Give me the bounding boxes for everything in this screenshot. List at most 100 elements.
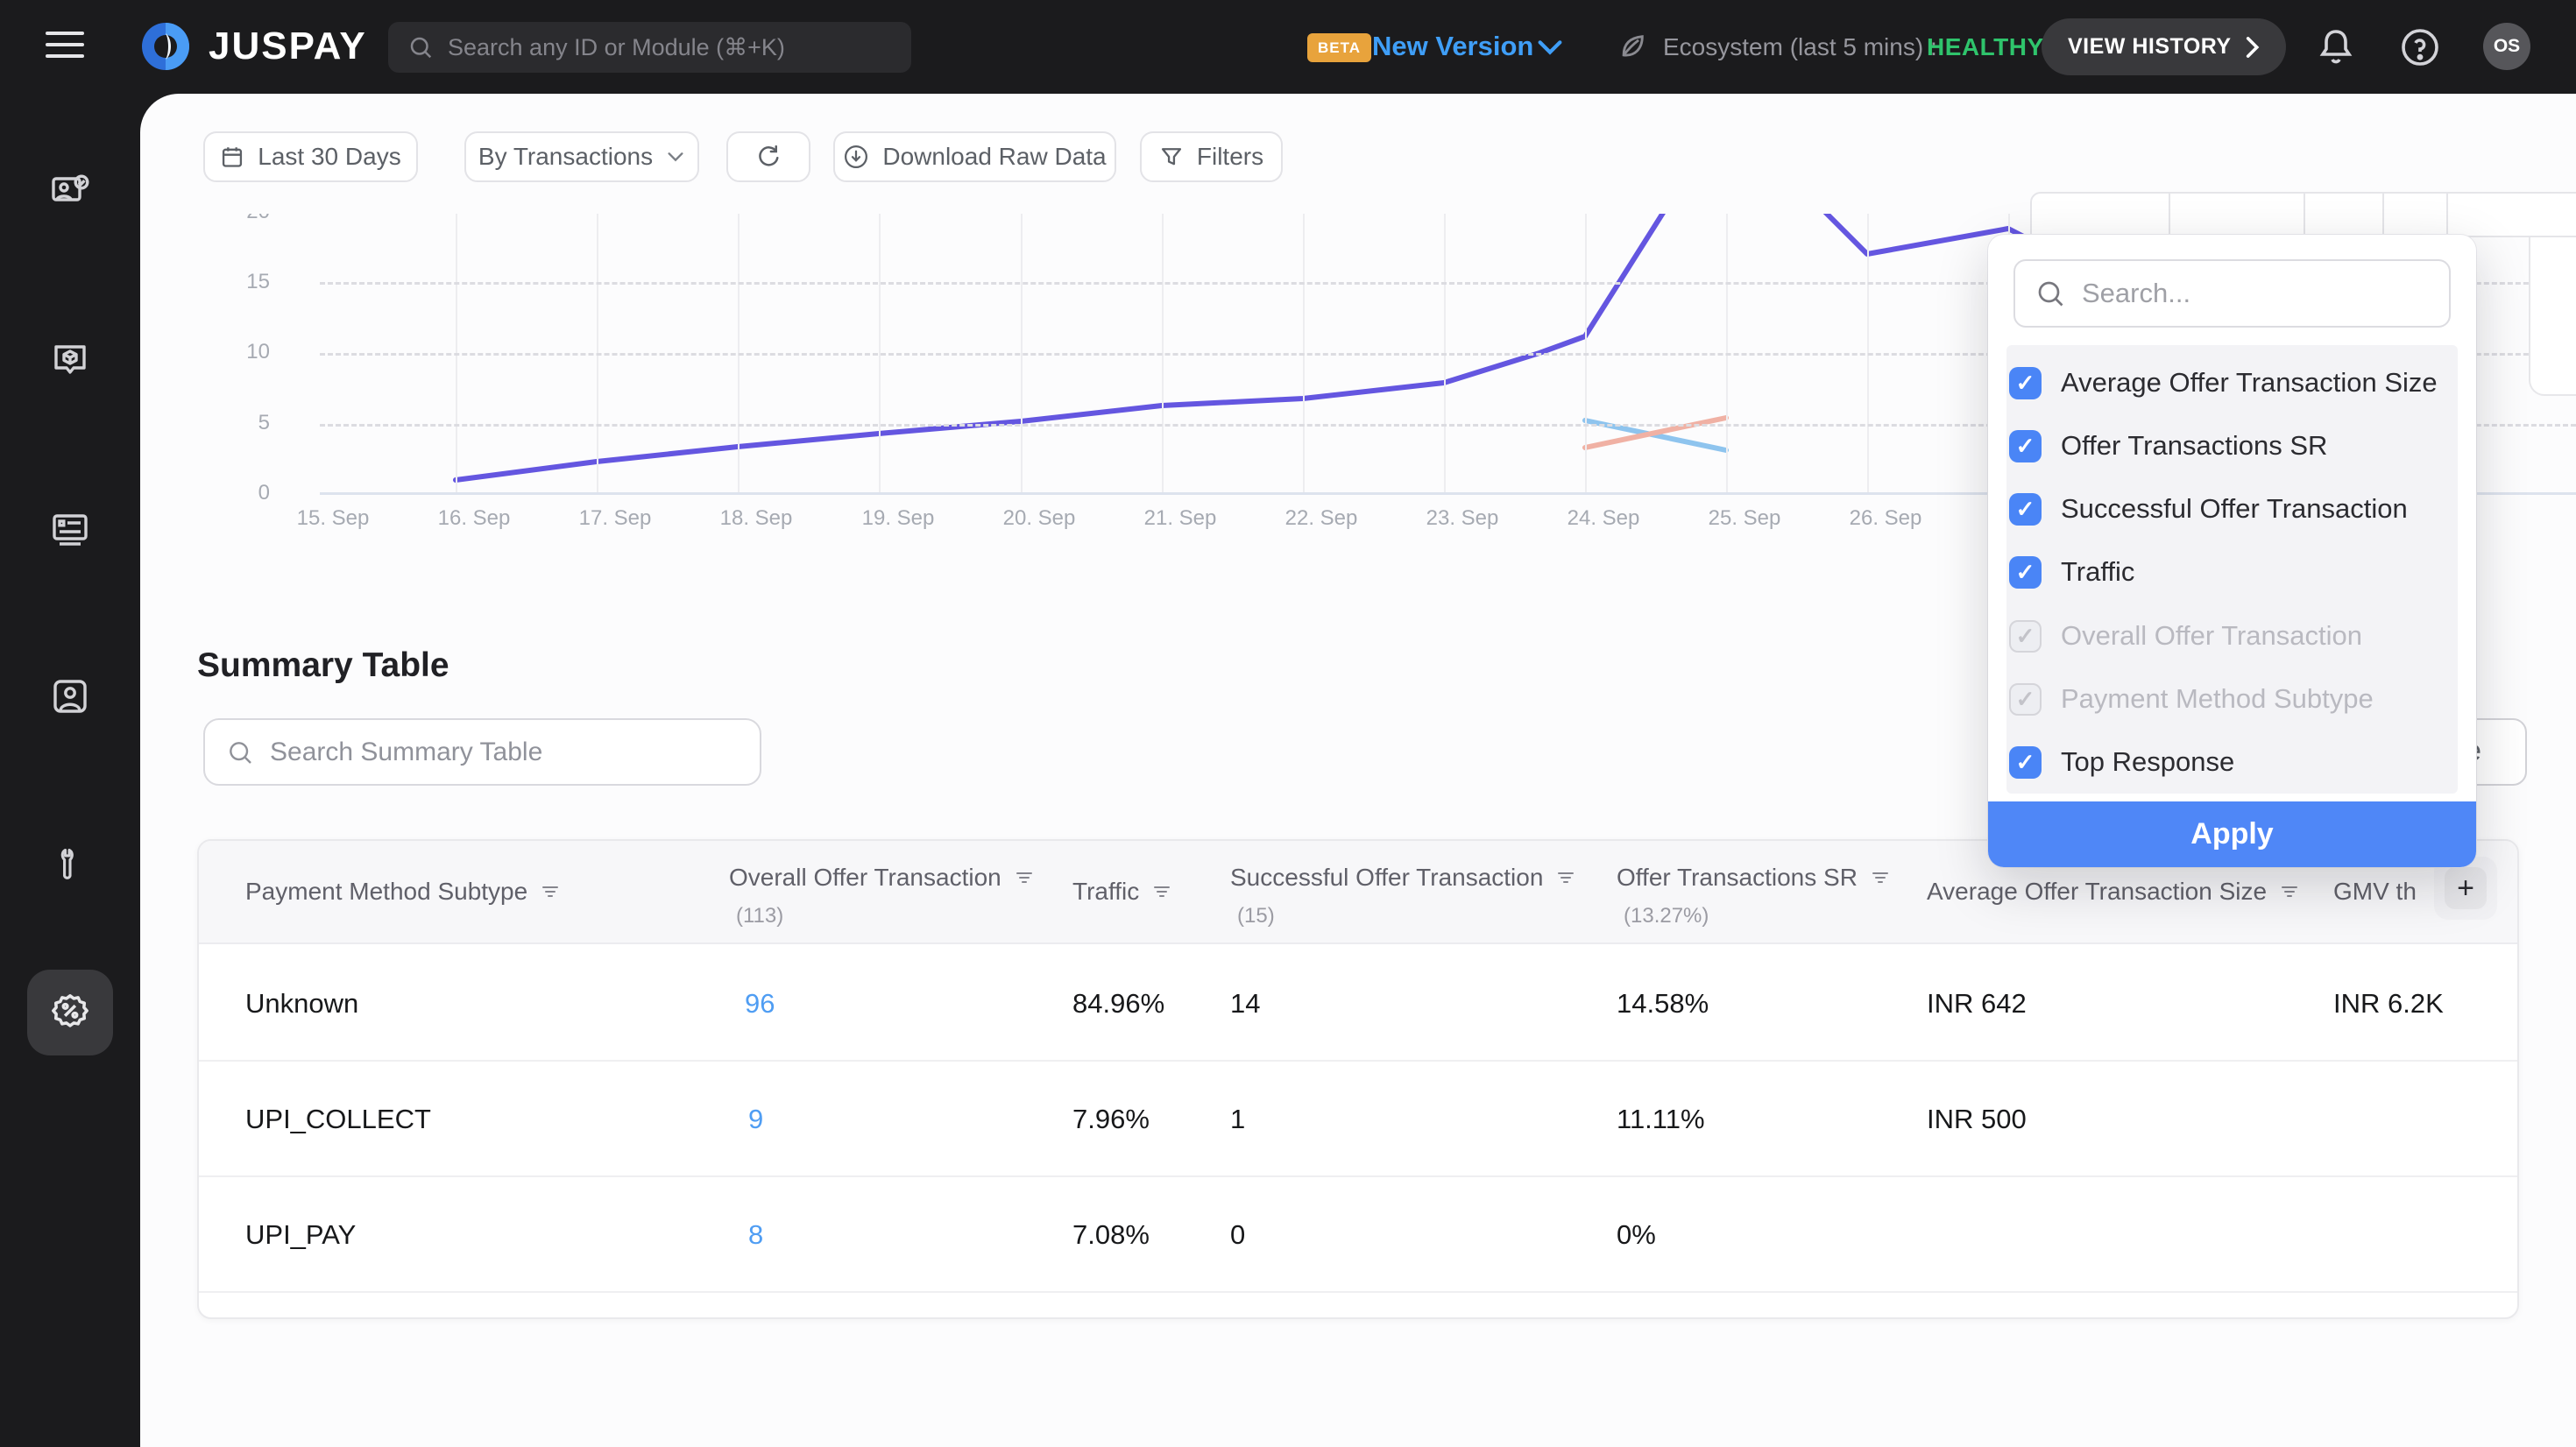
column-option-top-response[interactable]: ✓ Top Response <box>2009 745 2234 780</box>
help-icon[interactable] <box>2399 26 2441 68</box>
filters-button[interactable]: Filters <box>1140 131 1283 182</box>
date-range-label: Last 30 Days <box>258 143 400 171</box>
column-option-successful-offer-transaction[interactable]: ✓ Successful Offer Transaction <box>2009 491 2408 526</box>
download-raw-data-label: Download Raw Data <box>882 143 1106 171</box>
avatar[interactable]: OS <box>2483 23 2530 70</box>
ecosystem-label: Ecosystem (last 5 mins) : <box>1663 33 1937 61</box>
column-option-offer-transactions-sr[interactable]: ✓ Offer Transactions SR <box>2009 428 2327 463</box>
cell-overall-link[interactable]: 8 <box>748 1219 763 1251</box>
sidebar-item-tools[interactable] <box>27 822 113 907</box>
col-header-payment-method-subtype[interactable]: Payment Method Subtype <box>245 878 561 906</box>
column-filter-icon[interactable] <box>2279 881 2300 902</box>
cell-traffic: 7.96% <box>1072 1104 1150 1135</box>
sidebar-item-customers[interactable] <box>27 653 113 739</box>
summary-table-search-input[interactable]: Search Summary Table <box>203 718 761 786</box>
checkbox-checked-icon[interactable]: ✓ <box>2009 430 2042 462</box>
chevron-right-icon <box>2244 36 2260 59</box>
x-tick: 18. Sep <box>686 506 826 531</box>
add-column-button[interactable]: + <box>2445 867 2487 909</box>
cell-successful: 14 <box>1230 988 1260 1020</box>
cell-gmv: INR 6.2K <box>2333 988 2444 1020</box>
date-range-button[interactable]: Last 30 Days <box>203 131 418 182</box>
col-header-gmv[interactable]: GMV th <box>2333 878 2417 906</box>
col-subvalue: (13.27%) <box>1624 904 1709 928</box>
cell-payment-method: Unknown <box>245 988 358 1020</box>
x-tick: 16. Sep <box>404 506 544 531</box>
checkbox-checked-icon[interactable]: ✓ <box>2009 556 2042 589</box>
y-tick: 15 <box>200 270 270 294</box>
y-tick: 20 <box>200 214 270 224</box>
x-tick: 15. Sep <box>263 506 403 531</box>
dropdown-search-input[interactable]: Search... <box>2013 259 2451 328</box>
app-window: JUSPAY Search any ID or Module (⌘+K) BET… <box>0 0 2576 1447</box>
cell-avg-size: INR 642 <box>1927 988 2027 1020</box>
col-label: Successful Offer Transaction <box>1230 864 1543 892</box>
search-icon <box>407 34 434 60</box>
col-label: Payment Method Subtype <box>245 878 527 906</box>
group-by-button[interactable]: By Transactions <box>464 131 699 182</box>
cell-overall-link[interactable]: 96 <box>745 988 775 1020</box>
chart-y-axis: 20 15 10 5 0 <box>200 214 270 547</box>
option-label: Offer Transactions SR <box>2061 430 2327 462</box>
column-filter-icon[interactable] <box>1151 881 1172 902</box>
ecosystem-status-badge: HEALTHY <box>1927 33 2044 61</box>
column-filter-icon[interactable] <box>540 881 561 902</box>
option-label: Overall Offer Transaction <box>2061 620 2362 652</box>
col-label: Offer Transactions SR <box>1617 864 1858 892</box>
y-tick: 5 <box>200 411 270 435</box>
wrench-icon <box>51 845 89 884</box>
checkbox-checked-icon[interactable]: ✓ <box>2009 493 2042 526</box>
sidebar-item-monitoring[interactable] <box>27 149 113 235</box>
cell-payment-method: UPI_COLLECT <box>245 1104 431 1135</box>
x-tick: 19. Sep <box>828 506 968 531</box>
checkbox-disabled-icon: ✓ <box>2009 683 2042 716</box>
beta-badge: BETA <box>1307 33 1371 62</box>
sidebar-item-products[interactable] <box>27 317 113 403</box>
column-option-average-offer-transaction-size[interactable]: ✓ Average Offer Transaction Size <box>2009 365 2438 400</box>
col-header-successful-offer-transaction[interactable]: Successful Offer Transaction <box>1230 864 1576 892</box>
monitor-user-check-icon <box>49 171 91 213</box>
notifications-bell-icon[interactable] <box>2315 26 2357 68</box>
search-icon <box>226 738 254 766</box>
checkbox-checked-icon[interactable]: ✓ <box>2009 367 2042 399</box>
checkbox-disabled-icon: ✓ <box>2009 620 2042 653</box>
download-raw-data-button[interactable]: Download Raw Data <box>833 131 1116 182</box>
chart-tabs-partial[interactable] <box>2030 192 2576 237</box>
option-label: Payment Method Subtype <box>2061 683 2374 715</box>
version-switcher[interactable]: New Version <box>1372 31 1533 62</box>
column-filter-icon[interactable] <box>1555 867 1576 888</box>
col-header-offer-transactions-sr[interactable]: Offer Transactions SR <box>1617 864 1891 892</box>
column-filter-icon[interactable] <box>1870 867 1891 888</box>
hamburger-menu-icon[interactable] <box>46 32 84 61</box>
col-label: GMV th <box>2333 878 2417 906</box>
y-tick: 0 <box>200 481 270 505</box>
chevron-down-icon[interactable] <box>1535 37 1565 58</box>
col-header-overall-offer-transaction[interactable]: Overall Offer Transaction <box>729 864 1035 892</box>
cell-overall-link[interactable]: 9 <box>748 1104 763 1135</box>
view-history-label: VIEW HISTORY <box>2068 34 2232 60</box>
col-header-traffic[interactable]: Traffic <box>1072 878 1172 906</box>
sidebar-item-reports[interactable] <box>27 485 113 571</box>
x-tick: 24. Sep <box>1533 506 1674 531</box>
apply-button[interactable]: Apply <box>1988 801 2476 867</box>
group-by-label: By Transactions <box>478 143 653 171</box>
column-filter-icon[interactable] <box>1014 867 1035 888</box>
cell-sr: 14.58% <box>1617 988 1709 1020</box>
x-tick: 23. Sep <box>1392 506 1532 531</box>
global-search-input[interactable]: Search any ID or Module (⌘+K) <box>388 22 911 73</box>
sidebar-item-offers-active[interactable] <box>27 970 113 1055</box>
summary-search-placeholder: Search Summary Table <box>270 738 542 767</box>
x-tick: 25. Sep <box>1674 506 1815 531</box>
sidebar-nav <box>0 94 140 1447</box>
traffic-line <box>456 214 2129 480</box>
column-option-traffic[interactable]: ✓ Traffic <box>2009 554 2134 589</box>
col-header-average-offer-transaction-size[interactable]: Average Offer Transaction Size <box>1927 878 2300 906</box>
search-icon <box>2035 278 2066 309</box>
view-history-button[interactable]: VIEW HISTORY <box>2042 18 2286 75</box>
col-label: Overall Offer Transaction <box>729 864 1001 892</box>
x-tick: 26. Sep <box>1815 506 1956 531</box>
y-tick: 10 <box>200 340 270 364</box>
chevron-down-icon <box>666 150 685 164</box>
checkbox-checked-icon[interactable]: ✓ <box>2009 746 2042 779</box>
refresh-button[interactable] <box>726 131 810 182</box>
